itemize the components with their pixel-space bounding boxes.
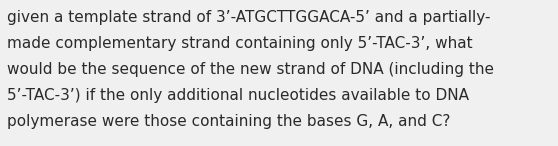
- Text: 5’-TAC-3’) if the only additional nucleotides available to DNA: 5’-TAC-3’) if the only additional nucleo…: [7, 88, 469, 103]
- Text: polymerase were those containing the bases G, A, and C?: polymerase were those containing the bas…: [7, 114, 450, 129]
- Text: would be the sequence of the new strand of DNA (including the: would be the sequence of the new strand …: [7, 62, 494, 77]
- Text: made complementary strand containing only 5’-TAC-3’, what: made complementary strand containing onl…: [7, 36, 472, 51]
- Text: given a template strand of 3’-ATGCTTGGACA-5’ and a partially-: given a template strand of 3’-ATGCTTGGAC…: [7, 10, 490, 25]
